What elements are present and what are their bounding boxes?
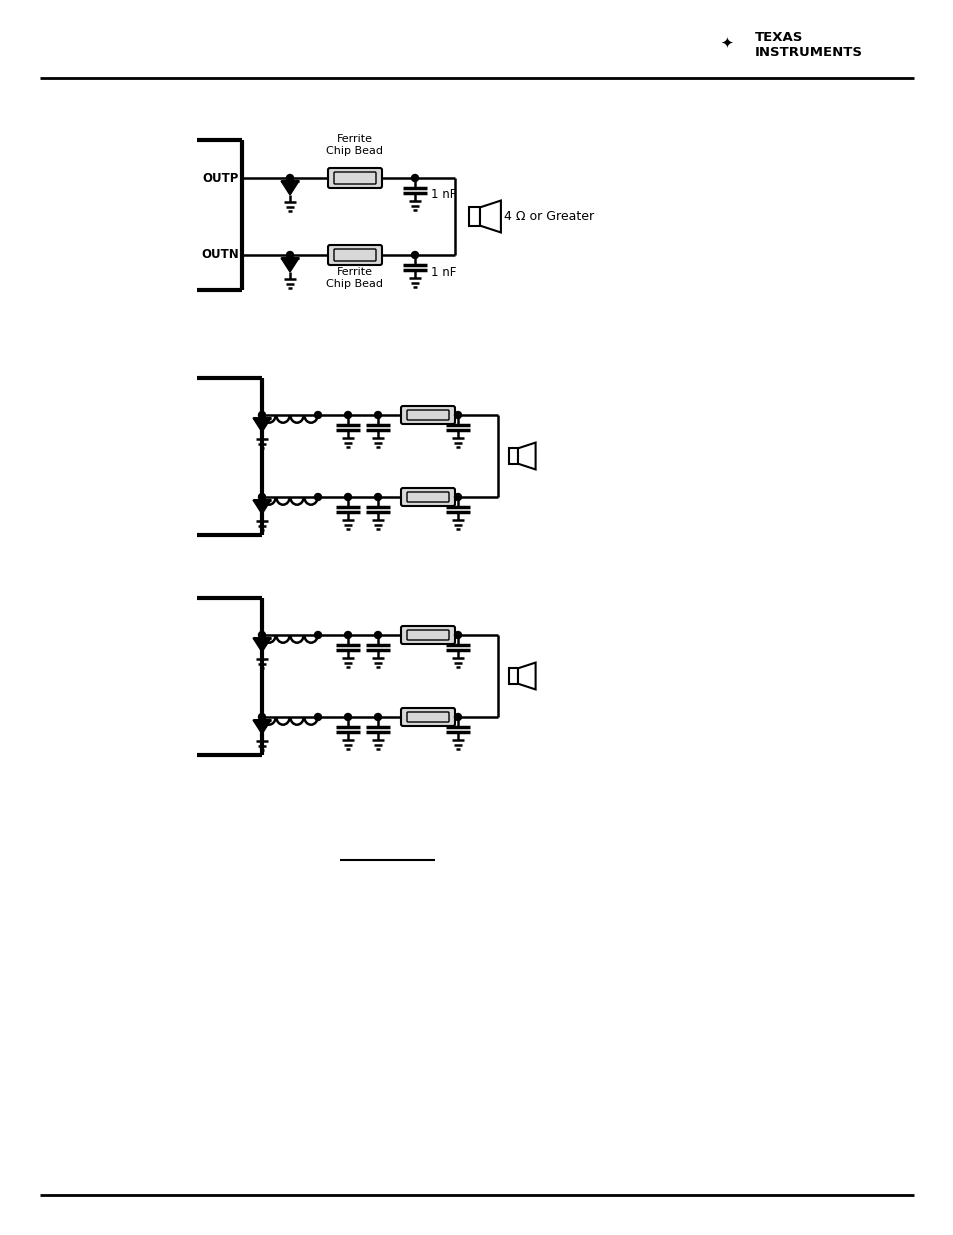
FancyBboxPatch shape: [407, 630, 449, 640]
FancyBboxPatch shape: [407, 713, 449, 722]
Circle shape: [411, 174, 418, 182]
Circle shape: [258, 494, 265, 500]
Text: ✦: ✦: [720, 36, 733, 51]
Circle shape: [314, 714, 321, 720]
Circle shape: [286, 252, 294, 258]
Polygon shape: [253, 720, 271, 734]
Polygon shape: [253, 638, 271, 652]
Bar: [509, 668, 517, 684]
Circle shape: [344, 631, 351, 638]
Circle shape: [314, 631, 321, 638]
Circle shape: [375, 714, 381, 720]
Polygon shape: [479, 200, 500, 232]
Circle shape: [411, 252, 418, 258]
Text: Ferrite
Chip Bead: Ferrite Chip Bead: [326, 267, 383, 289]
Polygon shape: [253, 417, 271, 432]
FancyBboxPatch shape: [407, 492, 449, 501]
FancyBboxPatch shape: [400, 708, 455, 726]
Circle shape: [375, 631, 381, 638]
FancyBboxPatch shape: [334, 249, 375, 261]
FancyBboxPatch shape: [407, 410, 449, 420]
Circle shape: [375, 411, 381, 419]
FancyBboxPatch shape: [400, 406, 455, 424]
Polygon shape: [281, 182, 298, 195]
Polygon shape: [517, 662, 535, 689]
Circle shape: [375, 494, 381, 500]
Polygon shape: [517, 442, 535, 469]
Circle shape: [258, 714, 265, 720]
Circle shape: [454, 411, 461, 419]
FancyBboxPatch shape: [400, 488, 455, 506]
Text: 1 nF: 1 nF: [431, 266, 456, 279]
Circle shape: [314, 494, 321, 500]
Circle shape: [344, 411, 351, 419]
Circle shape: [258, 411, 265, 419]
Polygon shape: [253, 500, 271, 514]
Bar: [509, 448, 517, 463]
FancyBboxPatch shape: [328, 168, 381, 188]
Polygon shape: [281, 258, 298, 272]
Circle shape: [286, 174, 294, 182]
Text: 4 Ω or Greater: 4 Ω or Greater: [503, 210, 594, 224]
Bar: [469, 207, 479, 226]
Text: Ferrite
Chip Bead: Ferrite Chip Bead: [326, 135, 383, 156]
Circle shape: [258, 631, 265, 638]
FancyBboxPatch shape: [328, 245, 381, 266]
Circle shape: [344, 494, 351, 500]
Text: OUTP: OUTP: [202, 172, 239, 184]
FancyBboxPatch shape: [400, 626, 455, 643]
Text: OUTN: OUTN: [201, 248, 239, 262]
Text: TEXAS
INSTRUMENTS: TEXAS INSTRUMENTS: [754, 31, 862, 59]
Circle shape: [344, 714, 351, 720]
Circle shape: [314, 411, 321, 419]
FancyBboxPatch shape: [334, 172, 375, 184]
Circle shape: [454, 714, 461, 720]
Circle shape: [454, 494, 461, 500]
Text: 1 nF: 1 nF: [431, 189, 456, 201]
Circle shape: [454, 631, 461, 638]
